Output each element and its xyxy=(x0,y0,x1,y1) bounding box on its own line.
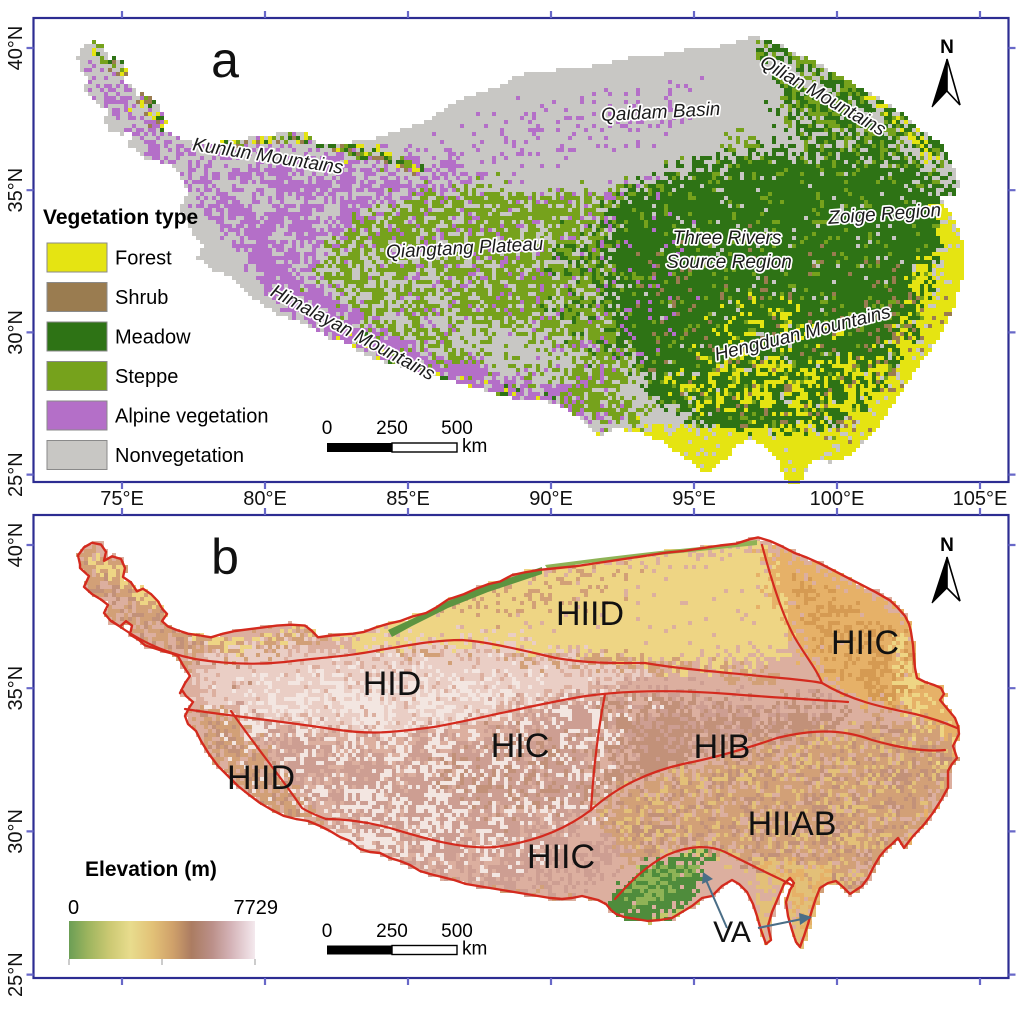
svg-text:0: 0 xyxy=(68,897,79,919)
svg-text:100°E: 100°E xyxy=(810,488,865,510)
svg-text:Shrub: Shrub xyxy=(115,287,168,309)
svg-text:40°N: 40°N xyxy=(5,523,27,568)
svg-text:HID: HID xyxy=(363,665,422,703)
svg-text:HIID: HIID xyxy=(556,595,624,633)
svg-text:80°E: 80°E xyxy=(243,488,287,510)
svg-text:40°N: 40°N xyxy=(5,26,27,71)
svg-text:HIIC: HIIC xyxy=(527,838,595,876)
svg-text:N: N xyxy=(940,37,954,58)
svg-text:25°N: 25°N xyxy=(5,452,27,497)
svg-text:0: 0 xyxy=(322,418,333,439)
svg-text:25°N: 25°N xyxy=(5,952,27,997)
svg-text:95°E: 95°E xyxy=(672,488,716,510)
svg-text:75°E: 75°E xyxy=(100,488,144,510)
svg-text:a: a xyxy=(211,32,239,88)
svg-text:HIID: HIID xyxy=(227,759,295,797)
svg-text:0: 0 xyxy=(322,921,333,942)
svg-text:Meadow: Meadow xyxy=(115,327,191,349)
svg-text:HIC: HIC xyxy=(491,727,550,765)
svg-text:Source Region: Source Region xyxy=(666,252,792,273)
svg-text:VA: VA xyxy=(713,916,751,949)
svg-text:HIIC: HIIC xyxy=(831,624,899,662)
svg-text:500: 500 xyxy=(441,418,473,439)
svg-text:35°N: 35°N xyxy=(5,168,27,213)
svg-text:30°N: 30°N xyxy=(5,310,27,355)
svg-text:250: 250 xyxy=(376,921,408,942)
svg-text:N: N xyxy=(940,535,954,556)
svg-text:30°N: 30°N xyxy=(5,809,27,854)
svg-text:85°E: 85°E xyxy=(386,488,430,510)
svg-text:b: b xyxy=(211,529,239,585)
svg-text:105°E: 105°E xyxy=(953,488,1008,510)
svg-text:Forest: Forest xyxy=(115,248,172,270)
svg-text:500: 500 xyxy=(441,921,473,942)
svg-text:Nonvegetation: Nonvegetation xyxy=(115,445,244,467)
svg-text:35°N: 35°N xyxy=(5,666,27,711)
svg-text:Alpine vegetation: Alpine vegetation xyxy=(115,406,268,428)
svg-text:90°E: 90°E xyxy=(529,488,573,510)
svg-text:7729: 7729 xyxy=(234,897,279,919)
svg-text:250: 250 xyxy=(376,418,408,439)
svg-text:Three Rivers: Three Rivers xyxy=(673,228,782,249)
svg-text:km: km xyxy=(462,939,487,960)
svg-text:km: km xyxy=(462,436,487,457)
svg-text:Elevation (m): Elevation (m) xyxy=(85,858,217,881)
svg-text:HIIAB: HIIAB xyxy=(748,805,837,843)
svg-text:Vegetation type: Vegetation type xyxy=(43,206,198,229)
svg-text:HIB: HIB xyxy=(694,728,751,766)
svg-text:Steppe: Steppe xyxy=(115,366,178,388)
